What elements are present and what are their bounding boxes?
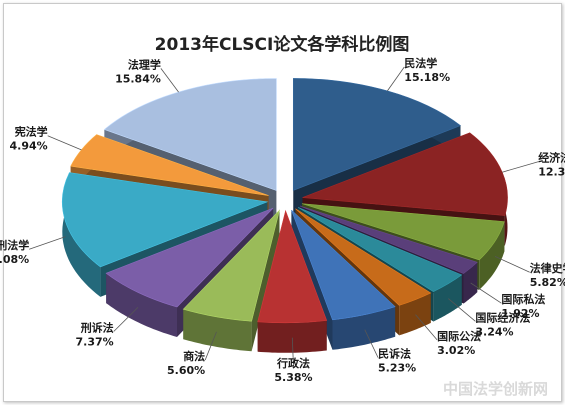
slice-wall	[106, 273, 177, 337]
slice-value-label: 5.60%	[167, 364, 205, 377]
slice-top	[257, 209, 328, 324]
slice-value-label: 3.24%	[475, 325, 513, 338]
slice-name-label: 刑法学	[0, 238, 29, 252]
slice-top	[105, 207, 274, 308]
slice-wall	[463, 262, 478, 304]
slice-value-label: 1.92%	[501, 307, 539, 320]
slice-wall	[479, 221, 505, 290]
leader-line	[448, 298, 476, 322]
pie-slice	[291, 209, 396, 350]
slice-top	[61, 172, 269, 268]
slice-name-label: 民法学	[404, 56, 437, 70]
leader-line	[364, 329, 379, 358]
leader-line	[470, 282, 502, 304]
slice-value-label: 7.37%	[76, 336, 114, 349]
slice-name-label: 国际公法	[437, 329, 481, 343]
slice-top	[291, 209, 396, 321]
leader-line	[113, 307, 139, 332]
slice-value-label: 15.84%	[115, 72, 161, 85]
chart-title: 2013年CLSCI论文各学科比例图	[155, 34, 410, 55]
slice-wall	[332, 306, 396, 350]
slice-name-label: 行政法	[276, 356, 310, 370]
leader-line	[160, 68, 179, 93]
slice-value-label: 12.38%	[538, 166, 565, 179]
leader-line	[415, 314, 438, 341]
slice-top	[298, 207, 463, 292]
slice-value-label: 5.23%	[378, 362, 416, 375]
slice-value-label: 3.02%	[437, 344, 475, 357]
leader-line	[494, 256, 530, 273]
pie-slice	[182, 209, 281, 352]
leader-line	[29, 236, 66, 250]
leader-line	[291, 337, 294, 367]
slice-value-label: 5.82%	[530, 276, 565, 289]
slice-top	[299, 205, 478, 274]
slice-name-label: 国际经济法	[475, 310, 530, 324]
slice-wall	[62, 172, 101, 297]
slice-name-label: 刑诉法	[81, 321, 114, 335]
slice-name-label: 经济法	[538, 151, 565, 165]
pie-slices	[61, 78, 508, 353]
slice-name-label: 法律史学	[530, 261, 565, 275]
slice-name-label: 宪法学	[15, 125, 48, 139]
slice-value-label: 5.38%	[274, 371, 312, 384]
slice-top	[295, 208, 432, 306]
leader-line	[387, 66, 405, 92]
leader-line	[204, 331, 217, 361]
slice-top	[292, 78, 462, 191]
slice-value-label: 4.94%	[10, 140, 48, 153]
watermark: 中国法学创新网	[443, 380, 548, 398]
slice-name-label: 民诉法	[378, 347, 411, 361]
slice-top	[302, 132, 508, 216]
slice-wall	[257, 320, 327, 353]
slice-top	[182, 209, 281, 322]
slice-name-label: 商法	[183, 349, 205, 363]
slice-wall	[399, 293, 431, 336]
slice-wall	[433, 274, 462, 322]
slice-top	[301, 203, 505, 261]
leader-line	[47, 135, 82, 151]
slice-name-label: 法理学	[128, 57, 161, 71]
leader-line	[502, 161, 539, 173]
pie-slice	[257, 209, 328, 353]
slice-value-label: 15.18%	[404, 71, 450, 84]
slice-value-label: 14.08%	[0, 253, 29, 266]
slice-name-label: 国际私法	[501, 292, 545, 306]
